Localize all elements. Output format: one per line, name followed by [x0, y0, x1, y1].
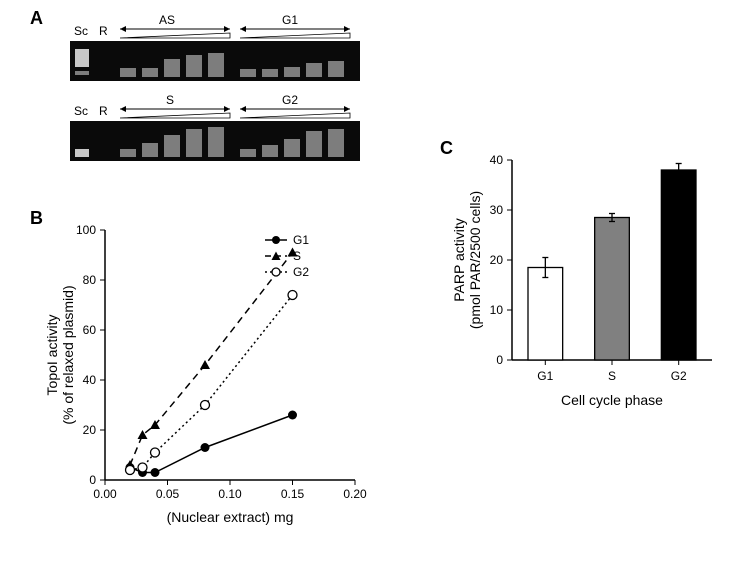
panel-b-label: B: [30, 208, 43, 228]
series-line-S: [130, 253, 293, 466]
chart-c-xlabel: Cell cycle phase: [561, 392, 663, 408]
gel-top-right-label: G1: [282, 13, 298, 27]
gel-bot-lane-sc: Sc: [74, 104, 88, 118]
chart-c-xticks: G1 S G2: [537, 360, 687, 383]
gel-bot-left-label: S: [166, 93, 174, 107]
svg-text:0.10: 0.10: [218, 487, 242, 501]
svg-text:0: 0: [89, 473, 96, 487]
chart-b-ylabel-l1: TopoI activity: [44, 315, 60, 396]
svg-text:G2: G2: [671, 369, 687, 383]
gel-top-group-right: G1: [240, 13, 350, 38]
panel-c: C 0 10 20 30 40 G1 S G2 Cell cycle phase…: [440, 138, 712, 408]
series-line-G2: [130, 295, 293, 470]
svg-text:S: S: [608, 369, 616, 383]
svg-text:0: 0: [496, 353, 503, 367]
chart-b-xlabel: (Nuclear extract) mg: [167, 509, 294, 525]
marker-S: [200, 360, 210, 369]
svg-text:S: S: [293, 249, 301, 263]
figure: A Sc R AS G1: [0, 0, 754, 570]
gel-bottom: Sc R S G2: [70, 93, 360, 161]
marker-G1: [288, 411, 297, 420]
legend-g2: G2: [265, 265, 309, 279]
svg-text:G2: G2: [293, 265, 309, 279]
svg-text:20: 20: [490, 253, 504, 267]
svg-text:60: 60: [83, 323, 97, 337]
gel-top-left-label: AS: [159, 13, 175, 27]
panel-a-label: A: [30, 8, 43, 28]
svg-text:30: 30: [490, 203, 504, 217]
marker-G2: [126, 466, 135, 475]
marker-G1: [151, 468, 160, 477]
svg-text:40: 40: [83, 373, 97, 387]
legend-g1: G1: [265, 233, 309, 247]
panel-a: A Sc R AS G1: [30, 8, 360, 161]
bar-S: [595, 218, 630, 361]
bar-G1: [528, 268, 563, 361]
marker-G1: [201, 443, 210, 452]
marker-G2: [288, 291, 297, 300]
svg-text:G1: G1: [293, 233, 309, 247]
bar-G2: [661, 170, 696, 360]
gel-bot-right-label: G2: [282, 93, 298, 107]
chart-b-series: [125, 248, 298, 478]
svg-text:20: 20: [83, 423, 97, 437]
chart-b-xticks: 0.00 0.05 0.10 0.15 0.20: [93, 480, 367, 501]
chart-b-yticks: 0 20 40 60 80 100: [76, 223, 105, 487]
gel-bot-group-right: G2: [240, 93, 350, 118]
chart-b-ylabel-l2: (% of relaxed plasmid): [60, 285, 76, 424]
gel-bot-lane-r: R: [99, 104, 108, 118]
svg-text:G1: G1: [537, 369, 553, 383]
gel-top: Sc R AS G1: [70, 13, 360, 81]
gel-top-group-left: AS: [120, 13, 230, 38]
chart-c-bars: [528, 164, 696, 361]
marker-G2: [201, 401, 210, 410]
svg-text:100: 100: [76, 223, 96, 237]
gel-top-lane-r: R: [99, 24, 108, 38]
svg-text:40: 40: [490, 153, 504, 167]
svg-text:80: 80: [83, 273, 97, 287]
svg-text:0.15: 0.15: [281, 487, 305, 501]
chart-c-yticks: 0 10 20 30 40: [490, 153, 512, 367]
svg-text:0.20: 0.20: [343, 487, 367, 501]
svg-text:0.05: 0.05: [156, 487, 180, 501]
chart-c: 0 10 20 30 40 G1 S G2 Cell cycle phase P…: [451, 153, 712, 408]
legend-s: S: [265, 249, 301, 263]
gel-bot-group-left: S: [120, 93, 230, 118]
chart-b: 0 20 40 60 80 100 0.00 0.05 0.10 0.15 0.…: [44, 223, 367, 525]
gel-top-lane-sc: Sc: [74, 24, 88, 38]
svg-text:0.00: 0.00: [93, 487, 117, 501]
svg-text:10: 10: [490, 303, 504, 317]
panel-c-label: C: [440, 138, 453, 158]
chart-b-legend: G1 S G2: [265, 233, 309, 279]
marker-G2: [151, 448, 160, 457]
chart-c-ylabel-l1: PARP activity: [451, 218, 467, 302]
chart-c-ylabel-l2: (pmol PAR/2500 cells): [467, 191, 483, 329]
panel-b: B 0 20 40 60 80 100 0.00 0.05 0.10 0.15 …: [30, 208, 367, 525]
marker-G2: [138, 463, 147, 472]
